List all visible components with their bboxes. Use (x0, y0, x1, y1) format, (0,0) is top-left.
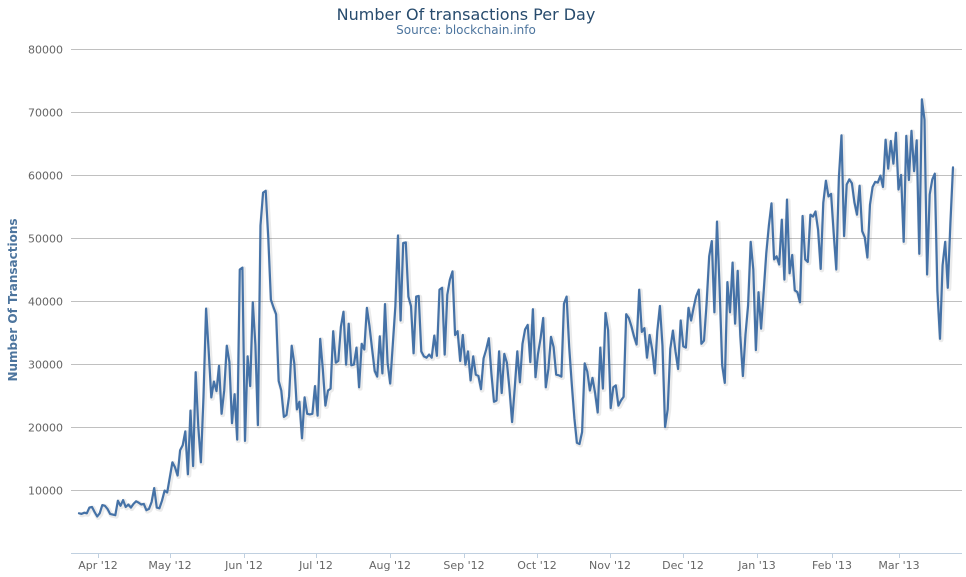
chart-title: Number Of transactions Per Day (337, 5, 596, 24)
series-line-transactions[interactable] (77, 98, 955, 518)
y-tick-label: 10000 (28, 485, 63, 498)
y-tick-label: 40000 (28, 296, 63, 309)
y-tick-label: 30000 (28, 359, 63, 372)
chart-subtitle: Source: blockchain.info (396, 23, 536, 37)
x-tick-label: Dec '12 (662, 559, 704, 572)
x-tick-label: Nov '12 (589, 559, 631, 572)
y-tick-label: 50000 (28, 233, 63, 246)
x-tick-label: Jul '12 (298, 559, 333, 572)
x-tick-label: Jan '13 (737, 559, 775, 572)
x-tick-label: Apr '12 (78, 559, 118, 572)
x-tick-label: Feb '13 (812, 559, 852, 572)
x-axis: Apr '12 May '12 Jun '12 Jul '12 Aug '12 Sep '… (71, 553, 962, 572)
y-tick-label: 70000 (28, 107, 63, 120)
x-tick-label: May '12 (148, 559, 191, 572)
x-tick-label: Mar '13 (878, 559, 919, 572)
x-tick-label: Aug '12 (369, 559, 411, 572)
series-layer (77, 97, 957, 520)
x-tick-label: Jun '12 (224, 559, 263, 572)
y-tick-label: 80000 (28, 44, 63, 57)
y-tick-label: 20000 (28, 422, 63, 435)
y-axis-title: Number Of Transactions (6, 218, 20, 381)
x-tick-label: Sep '12 (443, 559, 484, 572)
series-line-shadow (79, 97, 957, 520)
y-axis: 10000 20000 30000 40000 50000 60000 70000 80000 (28, 44, 63, 498)
x-tick-label: Oct '12 (517, 559, 557, 572)
y-tick-label: 60000 (28, 170, 63, 183)
